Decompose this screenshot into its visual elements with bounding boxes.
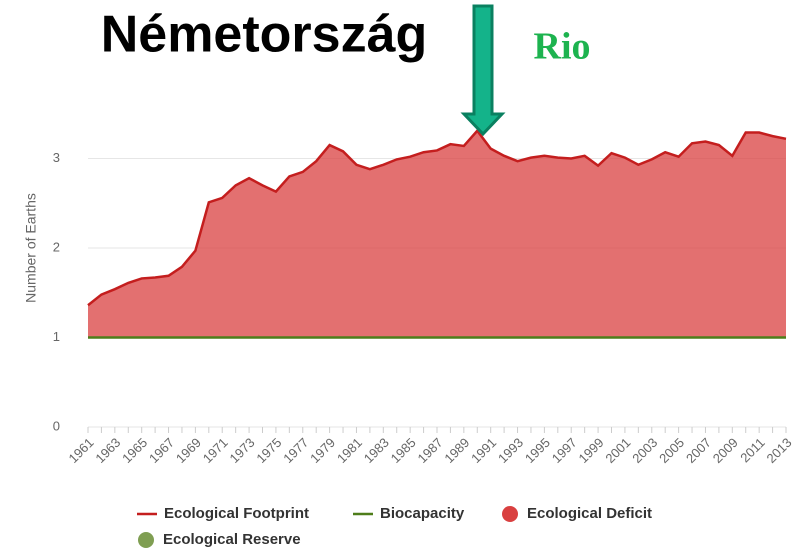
x-tick-label: 1995: [522, 435, 553, 466]
x-tick-label: 1999: [576, 435, 607, 466]
series-line: [87, 128, 787, 307]
x-tick-label: 1967: [146, 435, 177, 466]
x-tick-label: 1961: [65, 435, 96, 466]
x-tick-label: 1969: [173, 435, 204, 466]
x-tick-label: 1989: [441, 435, 472, 466]
legend-swatch: [502, 506, 518, 522]
x-tick-label: 1985: [388, 435, 419, 466]
x-tick-label: 1987: [414, 435, 445, 466]
x-tick-label: 1975: [253, 435, 284, 466]
legend-label: Ecological Deficit: [527, 505, 652, 522]
arrow: [460, 4, 506, 137]
x-tick-label: 2001: [602, 435, 633, 466]
x-tick-label: 2003: [629, 435, 660, 466]
y-tick-label: 1: [53, 329, 60, 344]
legend-label: Ecological Reserve: [163, 531, 301, 548]
x-tick-label: 1983: [361, 435, 392, 466]
x-tick-label: 1977: [280, 435, 311, 466]
deficit-area: [88, 130, 786, 338]
legend-label: Biocapacity: [380, 505, 465, 522]
legend-swatch: [138, 532, 154, 548]
x-tick-label: 1979: [307, 435, 338, 466]
y-axis-label: Number of Earths: [23, 193, 39, 303]
annotation: Rio: [534, 26, 591, 68]
x-tick-label: 1993: [495, 435, 526, 466]
x-tick-label: 1971: [200, 435, 231, 466]
legend-label: Ecological Footprint: [164, 505, 309, 522]
x-tick-label: 2011: [737, 435, 767, 465]
x-tick-label: 2009: [710, 435, 741, 466]
x-tick-label: 1973: [227, 435, 258, 466]
x-tick-label: 2005: [656, 435, 687, 466]
y-tick-label: 3: [53, 150, 60, 165]
x-tick-label: 1963: [92, 435, 123, 466]
plot: 0 1 2 3 196119631965196719691971197319751977…: [53, 128, 795, 466]
chart-title: Németország: [101, 6, 428, 64]
x-tick-label: 2013: [763, 435, 794, 466]
x-tick-label: 2007: [683, 435, 714, 466]
x-tick-label: 1965: [119, 435, 150, 466]
y-tick-label: 0: [53, 418, 60, 433]
x-tick-label: 1981: [334, 435, 365, 466]
x-tick-label: 1997: [549, 435, 580, 466]
y-tick-label: 2: [53, 239, 60, 254]
x-tick-label: 1991: [468, 435, 499, 466]
